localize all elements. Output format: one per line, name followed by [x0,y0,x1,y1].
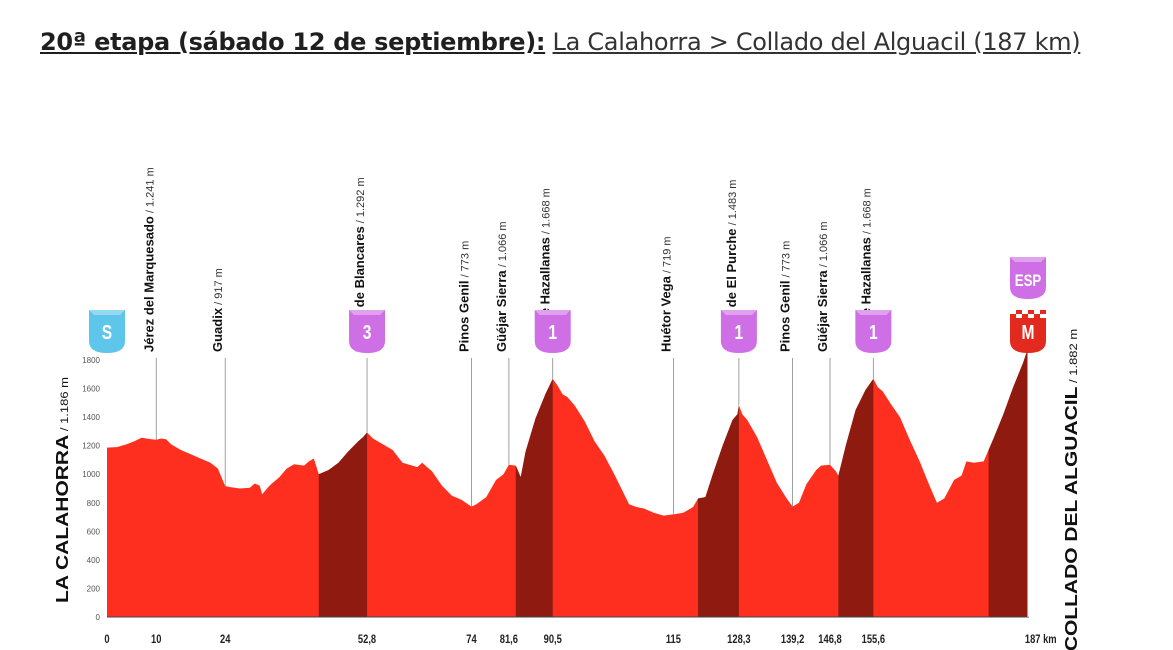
x-tick-label: 52,8 [358,633,376,646]
y-tick-label: 1400 [82,413,100,422]
waypoint-elevation: / 1.066 m [818,221,830,270]
waypoint-name: Güéjar Sierra [815,270,830,352]
badge-notch [534,310,571,315]
waypoint-name: Guadix [210,307,225,352]
x-tick-label: 139,2 [781,633,804,646]
waypoint-label: Güéjar Sierra / 1.066 m [494,221,509,352]
climb-section-3 [838,348,874,617]
checker-cell [1040,314,1046,318]
finish-label-elevation: / 1.882 m [1067,329,1080,387]
waypoint-elevation: / 917 m [213,268,225,308]
waypoint-elevation: / 773 m [459,241,471,281]
waypoint-elevation: / 1.483 m [727,180,739,229]
finish-badge [1010,310,1046,353]
x-tick-label: 0 [104,633,109,646]
waypoint-elevation: / 1.668 m [541,188,553,237]
waypoint-label: Pinos Genil / 773 m [778,241,793,352]
sprint-marker: ESP [1010,257,1046,299]
badge-notch [720,310,757,315]
badge-notch [349,310,386,315]
climb-badge [349,310,386,353]
badge-notch [1010,257,1046,262]
waypoint-label: Huétor Vega / 719 m [658,236,673,352]
waypoint-elevation: / 1.066 m [497,221,509,270]
sprint-badge [1010,257,1046,299]
waypoint-name: Pinos Genil [456,280,471,352]
waypoint-name: Pinos Genil [778,280,793,352]
climb-marker: 1 [855,310,892,353]
y-tick-label: 1200 [82,442,100,451]
checker-cell [1016,314,1022,318]
sprint-badge-label: ESP [1015,272,1042,291]
x-tick-label: 128,3 [727,633,750,646]
climb-section-1 [515,348,553,617]
waypoint-elevation: / 719 m [661,236,673,276]
climb-badge-label: 3 [363,321,372,343]
waypoint-label: Jérez del Marquesado / 1.241 m [141,167,156,352]
x-tick-label: 81,6 [500,633,518,646]
waypoint-label: Guadix / 917 m [210,268,225,352]
chart-card: 0 200 400 600 800 1000 1200 1400 1600 1800 0 10 24 5… [40,90,1086,650]
climb-section-4 [988,348,1028,617]
y-tick-label: 600 [87,527,101,536]
x-tick-label: 187 km [1025,633,1057,646]
waypoint-elevation: / 1.668 m [861,188,873,237]
y-tick-label: 1600 [82,385,100,394]
start-label-name: LA CALAHORRA [54,435,73,603]
finish-badge-label: M [1022,321,1035,343]
climb-section-2 [698,348,739,617]
y-tick-label: 1800 [82,356,100,365]
x-tick-label: 155,6 [862,633,885,646]
waypoint-label: Güéjar Sierra / 1.066 m [815,221,830,352]
x-tick-label: 24 [220,633,230,646]
waypoint-elevation: / 1.292 m [355,177,367,226]
climb-badge-label: 1 [735,321,744,343]
climb-badge [534,310,571,353]
y-tick-label: 200 [87,584,101,593]
waypoint-name: Güéjar Sierra [494,270,509,352]
start-badge [89,310,125,353]
stage-title: 20ª etapa (sábado 12 de septiembre): [40,28,546,56]
climb-marker: 3 [349,310,386,353]
climb-marker: 1 [720,310,757,353]
x-tick-label: 90,5 [544,633,562,646]
start-label: LA CALAHORRA / 1.186 m [54,377,73,603]
finish-label-name: COLLADO DEL ALGUACIL [1063,386,1082,650]
y-tick-label: 1000 [82,470,100,479]
y-tick-label: 800 [87,499,101,508]
x-tick-label: 74 [466,633,476,646]
y-tick-label: 0 [96,613,101,622]
y-tick-label: 400 [87,556,101,565]
x-tick-label: 10 [151,633,161,646]
waypoint-elevation: / 1.241 m [144,167,156,216]
finish-label: COLLADO DEL ALGUACIL / 1.882 m [1063,329,1082,650]
start-label-elevation: / 1.186 m [58,377,71,435]
start-badge-label: S [102,321,112,343]
waypoint-name: Jérez del Marquesado [141,216,156,352]
climb-badge-label: 1 [869,321,878,343]
page-title: 20ª etapa (sábado 12 de septiembre): La … [40,26,1081,58]
badge-notch [89,310,125,315]
checker-cell [1010,310,1016,314]
badge-notch [855,310,892,315]
checker-cell [1034,310,1040,314]
checker-cell [1022,310,1028,314]
waypoint-elevation: / 773 m [781,241,793,281]
climb-badge [720,310,757,353]
x-tick-label: 146,8 [818,633,841,646]
climb-section-0 [318,348,368,617]
start-marker: S [89,310,125,353]
elevation-profile-chart: 0 200 400 600 800 1000 1200 1400 1600 1800 0 10 24 5… [54,167,1082,650]
climb-badge-label: 1 [548,321,557,343]
finish-marker: M [1010,310,1046,353]
climb-marker: 1 [534,310,571,353]
waypoint-name: Huétor Vega [658,275,673,352]
waypoint-label: Pinos Genil / 773 m [456,241,471,352]
route-title: La Calahorra > Collado del Alguacil (187… [552,28,1081,56]
x-tick-label: 115 [666,633,681,646]
climb-badge [855,310,892,353]
checker-cell [1028,314,1034,318]
